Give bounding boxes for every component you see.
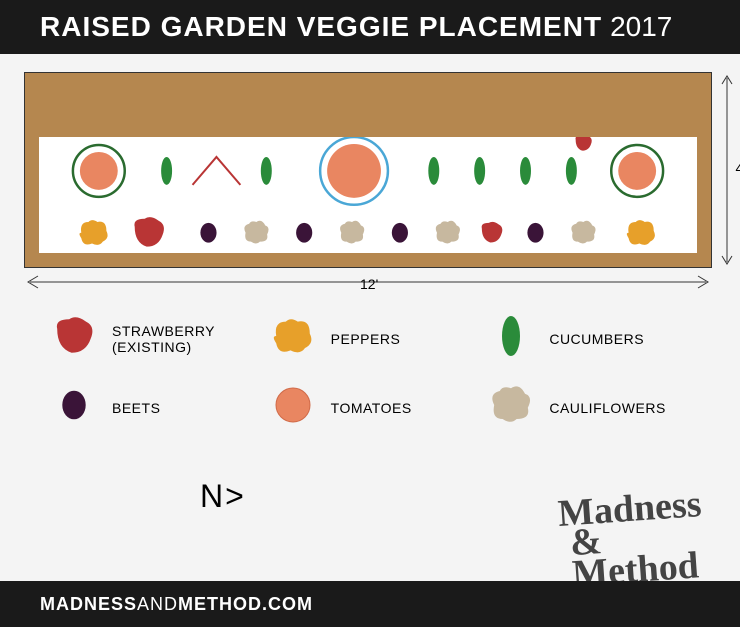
page-title: RAISED GARDEN VEGGIE PLACEMENT <box>40 11 602 43</box>
compass-indicator: N> <box>200 478 246 515</box>
footer-domain: MADNESSANDMETHOD.COM <box>40 594 313 615</box>
cucumber-icon <box>489 316 533 361</box>
legend-label: TOMATOES <box>331 400 412 416</box>
bed-border-top <box>25 73 711 137</box>
bed-wrapper: 4' 12' <box>24 72 716 268</box>
bed-border-right <box>697 73 711 267</box>
legend-item-cucumber: CUCUMBERS <box>489 316 688 361</box>
beet-icon <box>52 385 96 430</box>
dim-vertical-line <box>720 72 734 268</box>
brand-logo: Madness & Method <box>560 493 730 583</box>
legend: STRAWBERRY (EXISTING) PEPPERS CUCUMBERS BEE… <box>24 316 716 430</box>
header-bar: RAISED GARDEN VEGGIE PLACEMENT 2017 <box>0 0 740 54</box>
legend-label: BEETS <box>112 400 160 416</box>
content-area: 4' 12' STRAWBERRY (EXISTING) PEPPERS CUCUM… <box>0 54 740 430</box>
legend-label: CAULIFLOWERS <box>549 400 665 416</box>
dim-width-label: 12' <box>360 276 378 292</box>
legend-item-strawberry: STRAWBERRY (EXISTING) <box>52 316 251 361</box>
legend-item-pepper: PEPPERS <box>271 316 470 361</box>
tomato-icon <box>271 385 315 430</box>
bed-border-left <box>25 73 39 267</box>
plant-layout <box>39 137 697 255</box>
page: RAISED GARDEN VEGGIE PLACEMENT 2017 <box>0 0 740 627</box>
dim-height-label: 4' <box>736 160 740 176</box>
garden-bed <box>24 72 712 268</box>
pepper-icon <box>271 316 315 361</box>
legend-item-tomato: TOMATOES <box>271 385 470 430</box>
legend-label: CUCUMBERS <box>549 331 644 347</box>
footer-bar: MADNESSANDMETHOD.COM <box>0 581 740 627</box>
legend-label: PEPPERS <box>331 331 401 347</box>
legend-item-cauliflower: CAULIFLOWERS <box>489 385 688 430</box>
legend-label: STRAWBERRY (EXISTING) <box>112 323 251 355</box>
page-year: 2017 <box>610 11 672 43</box>
bed-border-bottom <box>25 253 711 267</box>
legend-item-beet: BEETS <box>52 385 251 430</box>
cauliflower-icon <box>489 385 533 430</box>
strawberry-icon <box>52 316 96 361</box>
